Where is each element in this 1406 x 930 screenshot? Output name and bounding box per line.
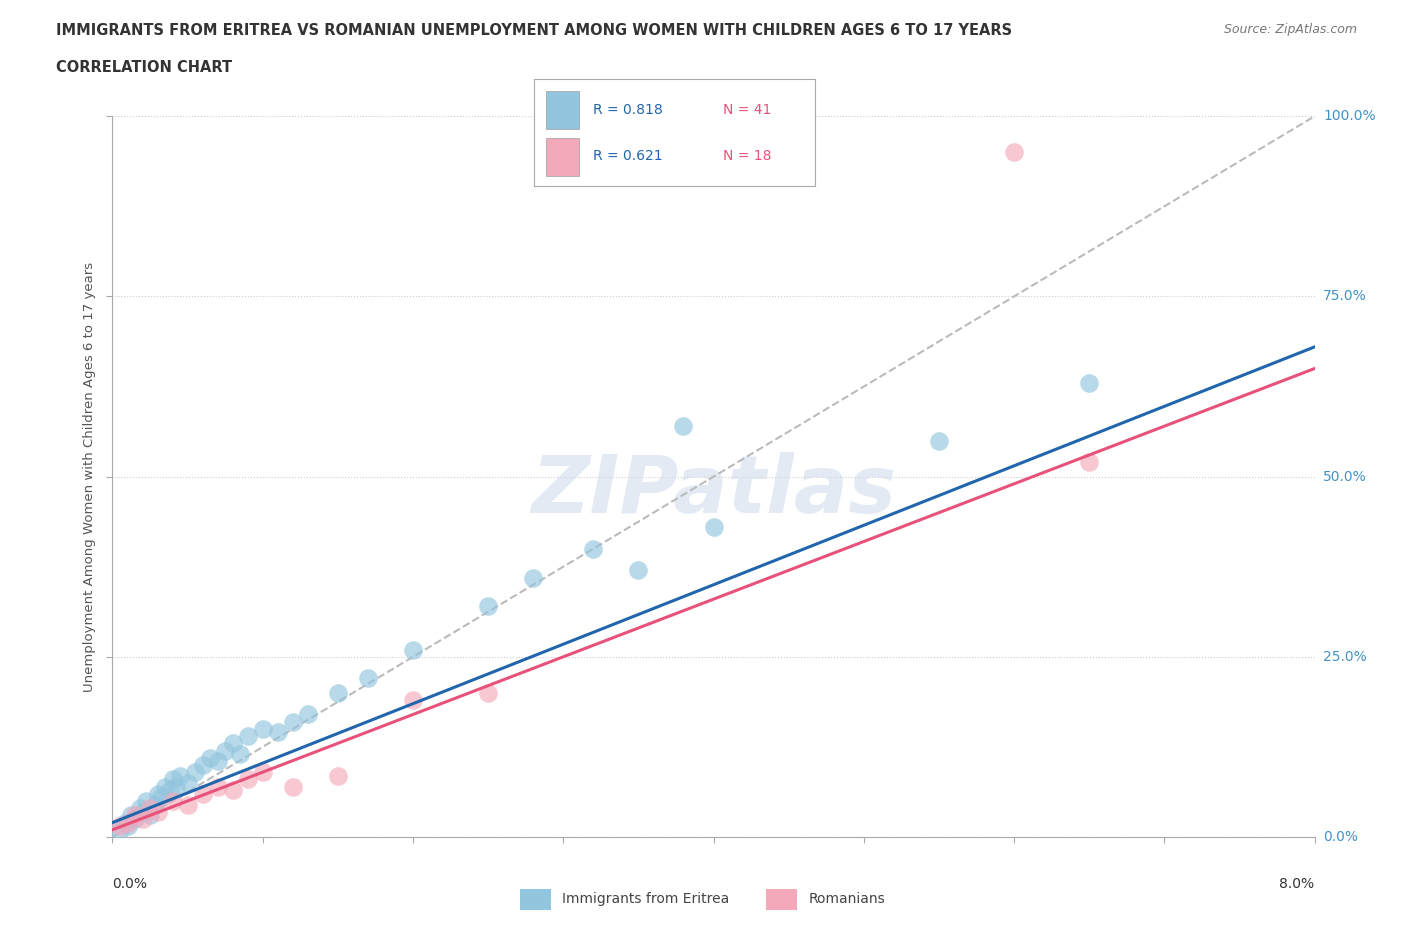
Point [165,779,187,794]
Point [153,779,176,794]
Text: R = 0.818: R = 0.818 [593,103,664,117]
Point [108,822,131,837]
Point [1002,145,1025,160]
Point [143,797,166,812]
Point [267,725,290,740]
Point [357,671,380,686]
Point [928,433,950,448]
Text: 100.0%: 100.0% [1323,109,1375,124]
Point [124,812,146,827]
Text: IMMIGRANTS FROM ERITREA VS ROMANIAN UNEMPLOYMENT AMONG WOMEN WITH CHILDREN AGES : IMMIGRANTS FROM ERITREA VS ROMANIAN UNEM… [56,23,1012,38]
Text: ZIPatlas: ZIPatlas [531,452,896,530]
Point [184,764,207,779]
Point [169,768,191,783]
Point [146,804,169,819]
Point [198,751,221,765]
Point [162,793,184,808]
Point [135,793,157,808]
Point [176,776,198,790]
Point [281,714,304,729]
Text: Romanians: Romanians [808,892,886,907]
Text: Immigrants from Eritrea: Immigrants from Eritrea [562,892,730,907]
Point [297,707,319,722]
Point [522,570,544,585]
Point [477,685,499,700]
Text: CORRELATION CHART: CORRELATION CHART [56,60,232,75]
Point [207,779,229,794]
Point [131,804,153,819]
Text: 0.0%: 0.0% [112,877,148,891]
Point [222,783,245,798]
Point [191,787,214,802]
Text: 8.0%: 8.0% [1279,877,1315,891]
Point [402,642,425,657]
Text: 50.0%: 50.0% [1323,470,1367,484]
Point [159,783,181,798]
Text: R = 0.621: R = 0.621 [593,149,664,163]
Point [252,764,274,779]
Point [207,754,229,769]
Text: N = 41: N = 41 [723,103,770,117]
Point [131,812,153,827]
Point [236,772,259,787]
Point [402,693,425,708]
Point [117,815,139,830]
Point [229,747,252,762]
Point [252,722,274,737]
Text: Source: ZipAtlas.com: Source: ZipAtlas.com [1223,23,1357,36]
Bar [546,138,579,177]
Text: N = 18: N = 18 [723,149,770,163]
Point [326,768,349,783]
Point [326,685,349,700]
Point [176,797,198,812]
Point [222,736,245,751]
Point [191,757,214,772]
Point [108,818,131,833]
Text: 0.0%: 0.0% [1323,830,1358,844]
Point [139,801,162,816]
Point [120,808,142,823]
Point [128,801,150,816]
Point [1078,455,1101,470]
Point [281,779,304,794]
Point [139,808,162,823]
Point [672,418,695,433]
Point [149,790,172,804]
Point [117,818,139,833]
Point [236,729,259,744]
Text: 25.0%: 25.0% [1323,650,1367,664]
Point [477,599,499,614]
Point [582,541,605,556]
Text: 75.0%: 75.0% [1323,289,1367,303]
Point [214,743,236,758]
Point [114,815,136,830]
Point [124,808,146,823]
Point [146,787,169,802]
Y-axis label: Unemployment Among Women with Children Ages 6 to 17 years: Unemployment Among Women with Children A… [83,261,96,692]
Point [162,772,184,787]
Point [627,563,650,578]
Point [1078,376,1101,391]
Point [702,520,725,535]
Bar [546,91,579,129]
